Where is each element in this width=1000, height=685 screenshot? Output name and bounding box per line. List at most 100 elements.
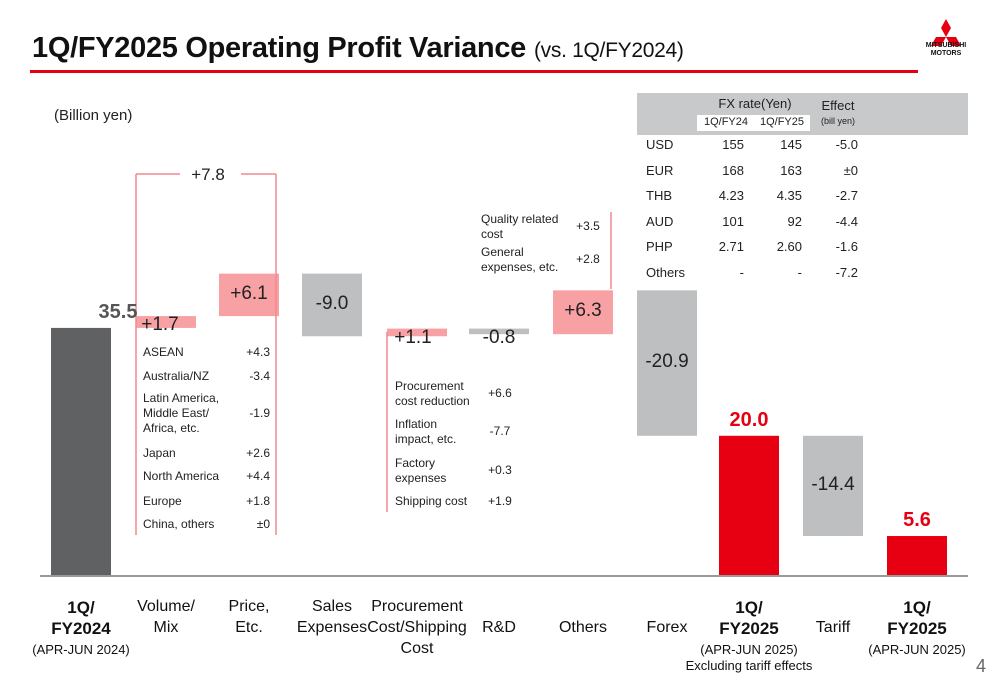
bar-label-price: +6.1: [230, 282, 268, 304]
others-breakdown-label: General expenses, etc.: [481, 245, 559, 274]
bar-label-tariff: -14.4: [811, 473, 855, 495]
x-label-line: 1Q/: [67, 598, 95, 617]
fx-header-col1: 1Q/FY24: [703, 116, 749, 128]
fx-row-fy25: 163: [780, 162, 802, 178]
bar-label-sub: 20.0: [729, 408, 769, 431]
x-label-line: 1Q/: [735, 598, 763, 617]
x-label-rd: R&D: [439, 617, 559, 638]
bar-base: [51, 327, 111, 575]
mitsubishi-logo-icon: [931, 19, 961, 46]
bar-sub: [719, 435, 779, 575]
bar-rd: [469, 328, 529, 335]
bar-volume: [136, 316, 196, 328]
fx-row-fy24: 2.71: [718, 239, 744, 254]
bar-procure: [387, 328, 447, 337]
x-sublabel2-sub: Excluding tariff effects: [685, 658, 813, 673]
bar-others: [553, 290, 613, 335]
x-label-line: 1Q/: [903, 598, 931, 617]
volume-breakdown-label: ASEAN: [143, 345, 184, 359]
bar-label-sales: -9.0: [315, 292, 349, 314]
fx-row-effect: -4.4: [835, 213, 858, 229]
fx-row-effect: -5.0: [835, 137, 858, 152]
fx-row-fy25: 4.35: [776, 188, 802, 203]
procurement-breakdown-label: Procurement cost reduction: [395, 379, 470, 408]
bar-price: [219, 273, 279, 317]
bar-sales: [302, 273, 362, 337]
bar-label-volume: +1.7: [141, 314, 179, 336]
unit-label: (Billion yen): [54, 107, 133, 124]
page-number: 4: [976, 656, 987, 676]
others-breakdown-value: +2.8: [576, 252, 600, 266]
fx-row-effect: -1.6: [835, 239, 858, 254]
procurement-breakdown-label: Factory expenses: [395, 456, 447, 485]
title-divider: [30, 70, 918, 73]
bar-final: [887, 536, 947, 575]
x-sublabel-sub: (APR-JUN 2025): [700, 642, 798, 657]
fx-header-rate: FX rate(Yen): [718, 96, 792, 111]
fx-header-effect: Effect: [821, 98, 855, 113]
page-title: 1Q/FY2025 Operating Profit Variance (vs. …: [32, 32, 684, 65]
title-sub: (vs. 1Q/FY2024): [533, 39, 684, 62]
fx-row-fy25: 2.60: [776, 239, 802, 254]
x-label-tariff: Tariff: [773, 617, 893, 638]
bar-label-base: 35.5: [98, 300, 138, 323]
others-breakdown-value: +3.5: [576, 219, 600, 233]
fx-row-fy24: -: [739, 264, 744, 280]
x-sublabel-final: (APR-JUN 2025): [868, 642, 966, 657]
x-label-line: Cost/Shipping: [367, 619, 467, 636]
x-label-line: Price,: [228, 598, 270, 615]
x-label-volume: Volume/Mix: [106, 596, 226, 638]
fx-header-col2: 1Q/FY25: [759, 116, 805, 128]
x-label-line: Volume/: [137, 598, 195, 615]
bar-label-final: 5.6: [903, 509, 931, 532]
fx-row-currency: Others: [646, 264, 686, 280]
fx-row-currency: THB: [646, 188, 672, 203]
fx-row-fy24: 168: [722, 162, 744, 178]
bar-label-others: +6.3: [564, 300, 602, 322]
x-label-line: Expenses: [296, 619, 368, 636]
bar-label-forex: -20.9: [645, 351, 689, 373]
procurement-breakdown-value: +0.3: [488, 463, 512, 477]
logo-line1: MITSUBISHI: [925, 42, 967, 49]
x-label-line: Etc.: [235, 619, 263, 636]
volume-breakdown-value: +1.8: [246, 494, 270, 508]
x-label-final: 1Q/FY2025: [857, 597, 977, 639]
x-label-line: FY2025: [887, 619, 947, 638]
x-label-line: Others: [558, 619, 607, 636]
x-label-procure: Procurement Cost/Shipping Cost: [357, 596, 477, 659]
fx-row-fy24: 155: [722, 137, 744, 152]
volume-breakdown-value: +4.4: [246, 469, 270, 483]
others-breakdown-label: Quality related cost: [481, 212, 559, 241]
fx-row-effect: ±0: [843, 162, 858, 178]
fx-row-currency: PHP: [646, 239, 673, 254]
volume-breakdown-label: China, others: [143, 517, 215, 531]
x-sublabel-base: (APR-JUN 2024): [32, 642, 130, 657]
x-label-line: FY2024: [51, 619, 111, 638]
volume-breakdown-value: -3.4: [249, 369, 270, 383]
volume-breakdown-label: Australia/NZ: [143, 369, 210, 383]
fx-row-fy25: 92: [787, 213, 802, 229]
x-label-line: Mix: [153, 619, 179, 636]
logo-line2: MOTORS: [930, 50, 962, 57]
volume-breakdown-value: ±0: [256, 517, 270, 531]
fx-row-currency: AUD: [646, 213, 674, 229]
x-label-line: Cost: [400, 640, 434, 657]
volume-breakdown-value: +2.6: [246, 446, 270, 460]
volume-breakdown-label: Latin America, Middle East/ Africa, etc.: [143, 391, 220, 435]
x-label-line: Sales: [311, 598, 353, 615]
x-label-line: Tariff: [815, 619, 851, 636]
bar-forex: [637, 290, 697, 436]
logo-text: MITSUBISHI MOTORS: [912, 42, 980, 58]
fx-header-effect-unit: (bill yen): [820, 116, 855, 126]
fx-subheader-bg: [697, 115, 810, 131]
procurement-breakdown-value: -7.7: [489, 424, 511, 438]
volume-breakdown-label: Europe: [143, 494, 182, 508]
volume-breakdown-label: North America: [143, 469, 220, 483]
volume-breakdown-label: Japan: [143, 446, 176, 460]
x-label-base: 1Q/FY2024: [21, 597, 141, 639]
procurement-breakdown-value: +6.6: [488, 386, 512, 400]
volume-breakdown-value: +4.3: [246, 345, 270, 359]
bar-tariff: [803, 435, 863, 537]
bracket-label: +7.8: [191, 165, 225, 184]
